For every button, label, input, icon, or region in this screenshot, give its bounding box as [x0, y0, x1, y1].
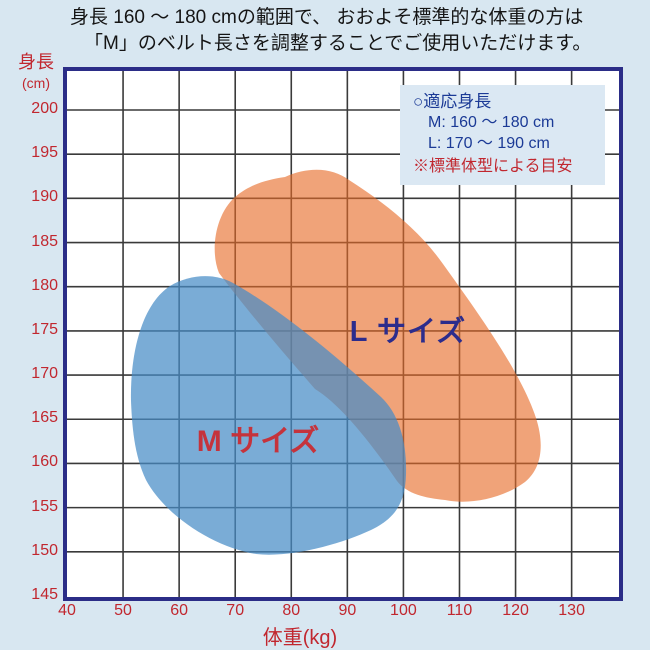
- x-axis-title: 体重(kg): [262, 627, 338, 649]
- y-tick-label: 185: [31, 232, 58, 250]
- x-tick-label: 100: [390, 602, 417, 619]
- y-tick-label: 160: [31, 453, 58, 471]
- y-axis-title-text: 身長: [18, 52, 54, 72]
- legend-note: ※標準体型による目安: [413, 158, 573, 175]
- y-tick-label: 155: [31, 497, 58, 515]
- x-tick-label: 40: [58, 602, 76, 619]
- x-tick-label: 120: [502, 602, 529, 619]
- y-tick-label: 200: [31, 100, 58, 117]
- y-tick-label: 150: [31, 541, 58, 559]
- m-size-region: [130, 276, 407, 555]
- x-tick-label: 110: [446, 602, 473, 619]
- plot-border: [63, 67, 623, 601]
- y-axis-title: 身長 (cm): [8, 48, 64, 91]
- l-size-label: L サイズ: [350, 314, 466, 348]
- y-tick-label: 145: [31, 585, 58, 603]
- x-tick-label: 130: [558, 602, 585, 619]
- y-tick-label: 170: [31, 365, 58, 383]
- y-tick-label: 165: [31, 409, 58, 427]
- x-tick-label: 70: [226, 602, 245, 619]
- legend-box: ○適応身長 M: 160 ～ 180 cm L: 170 ～ 190 cm ※標…: [400, 85, 605, 185]
- title-line-2: 「M」のベルト長さを調整することでご使用いただけます。: [84, 33, 592, 54]
- legend-item-l: L: 170 ～ 190 cm: [428, 135, 550, 152]
- title-line-1: 身長 160 ～ 180 cmの範囲で、 おおよそ標準的な体重の方は: [70, 7, 584, 28]
- legend-heading: ○適応身長: [413, 92, 492, 111]
- y-axis-unit: (cm): [22, 75, 50, 91]
- x-tick-label: 60: [170, 602, 189, 619]
- m-size-label: M サイズ: [197, 424, 319, 458]
- x-tick-label: 80: [282, 602, 301, 619]
- x-tick-label: 90: [338, 602, 357, 619]
- x-tick-label: 50: [114, 602, 132, 619]
- y-tick-label: 195: [31, 144, 58, 162]
- l-size-region: [214, 169, 541, 502]
- y-tick-label: 180: [31, 276, 58, 294]
- y-tick-label: 190: [31, 188, 58, 206]
- page-title: 身長 160 ～ 180 cmの範囲で、 おおよそ標準的な体重の方は 「M」のベ…: [70, 5, 591, 57]
- legend-item-m: M: 160 ～ 180 cm: [428, 114, 555, 131]
- y-tick-label: 175: [31, 320, 58, 338]
